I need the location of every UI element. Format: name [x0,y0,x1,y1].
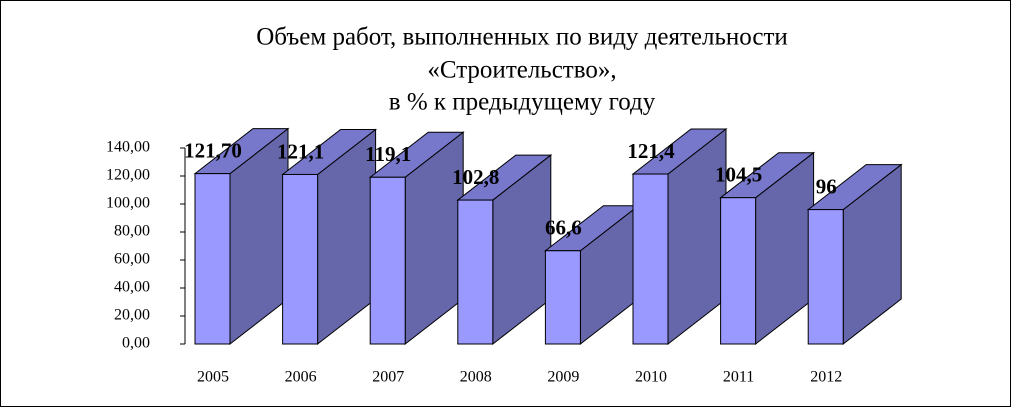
chart-title: «Строительство», [427,57,616,84]
value-label: 66,6 [545,216,582,240]
y-tick-label: 120,00 [106,167,150,184]
bar [457,199,494,345]
value-label: 102,8 [452,165,499,189]
bar [544,250,581,345]
x-tick-label: 2006 [285,369,317,386]
y-tick-label: 40,00 [114,279,150,296]
y-tick-label: 80,00 [114,223,150,240]
x-tick-label: 2007 [372,369,404,386]
x-tick-label: 2012 [810,369,842,386]
y-tick-label: 60,00 [114,251,150,268]
value-label: 104,5 [715,163,762,187]
bar [282,173,319,345]
chart-title: в % к предыдущему году [389,89,656,116]
y-tick-label: 140,00 [106,139,150,156]
y-tick-label: 0,00 [122,335,150,352]
x-tick-label: 2008 [460,369,492,386]
x-tick-label: 2010 [635,369,667,386]
x-tick-label: 2011 [723,369,754,386]
y-tick-label: 100,00 [106,195,150,212]
value-label: 121,70 [184,138,242,162]
bar [720,197,757,345]
chart-title: Объем работ, выполненных по виду деятель… [256,24,788,51]
bar [194,173,231,345]
value-label: 121,1 [277,139,324,163]
bar [369,176,406,345]
x-tick-label: 2005 [197,369,229,386]
bar [632,173,669,345]
bar [807,209,844,345]
value-label: 96 [816,174,837,198]
value-label: 121,4 [627,139,675,163]
y-tick-label: 20,00 [114,307,150,324]
value-label: 119,1 [365,142,411,166]
x-tick-label: 2009 [547,369,579,386]
